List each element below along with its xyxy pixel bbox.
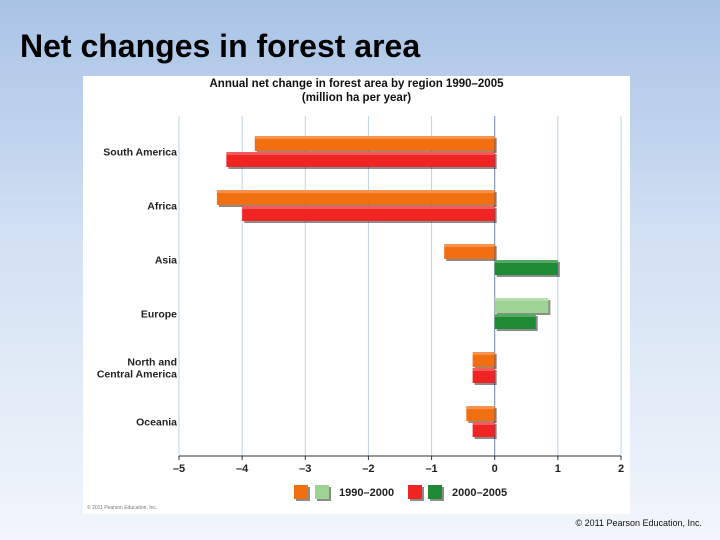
bar-highlight [494, 314, 536, 317]
legend-swatch [428, 485, 442, 499]
bar [494, 314, 536, 329]
bar [254, 136, 495, 151]
category-label: North and [127, 357, 177, 369]
legend-swatch [408, 485, 422, 499]
category-label: South America [103, 147, 177, 159]
bar-highlight [216, 190, 495, 193]
x-tick-label: 2 [618, 463, 624, 475]
category-label: Oceania [136, 417, 177, 429]
category-label: Asia [155, 255, 177, 267]
bar [444, 244, 495, 259]
x-tick-label: 0 [492, 463, 498, 475]
chart-figure: Annual net change in forest area by regi… [83, 76, 630, 514]
category-label: Africa [147, 201, 177, 213]
bar-highlight [444, 244, 495, 247]
legend-label: 1990–2000 [339, 487, 394, 499]
bar [472, 352, 495, 367]
bar-highlight [466, 406, 495, 409]
x-tick-label: 1 [555, 463, 561, 475]
bar [494, 260, 558, 275]
bar [216, 190, 495, 205]
bar-highlight [254, 136, 495, 139]
bar [242, 206, 495, 221]
figure-credit: © 2011 Pearson Education, Inc. [87, 505, 158, 511]
x-tick-label: –4 [236, 463, 249, 475]
bar [466, 406, 495, 421]
x-tick-label: –3 [299, 463, 311, 475]
bar-highlight [472, 352, 495, 355]
bar-highlight [494, 298, 549, 301]
chart-subtitle: (million ha per year) [301, 92, 412, 104]
x-tick-label: –1 [425, 463, 437, 475]
x-tick-label: –2 [362, 463, 374, 475]
bar [472, 422, 495, 437]
bar-highlight [226, 152, 495, 155]
bar [226, 152, 495, 167]
slide-copyright: © 2011 Pearson Education, Inc. [575, 518, 702, 528]
bar [472, 368, 495, 383]
bar-chart: –5 –4 –3 –2 –1 0 1 2 South America Africa Asia Euro… [97, 116, 624, 501]
legend-label: 2000–2005 [452, 487, 507, 499]
legend-swatch [294, 485, 308, 499]
bar-highlight [242, 206, 495, 209]
bar [494, 298, 549, 313]
bar-highlight [472, 422, 495, 425]
x-tick-label: –5 [173, 463, 185, 475]
bar-highlight [472, 368, 495, 371]
category-label: Europe [141, 309, 177, 321]
category-label: Central America [97, 369, 177, 381]
bar-highlight [494, 260, 558, 263]
chart-title: Annual net change in forest area by regi… [209, 78, 504, 90]
slide-title: Net changes in forest area [20, 28, 421, 64]
legend-swatch [315, 485, 329, 499]
